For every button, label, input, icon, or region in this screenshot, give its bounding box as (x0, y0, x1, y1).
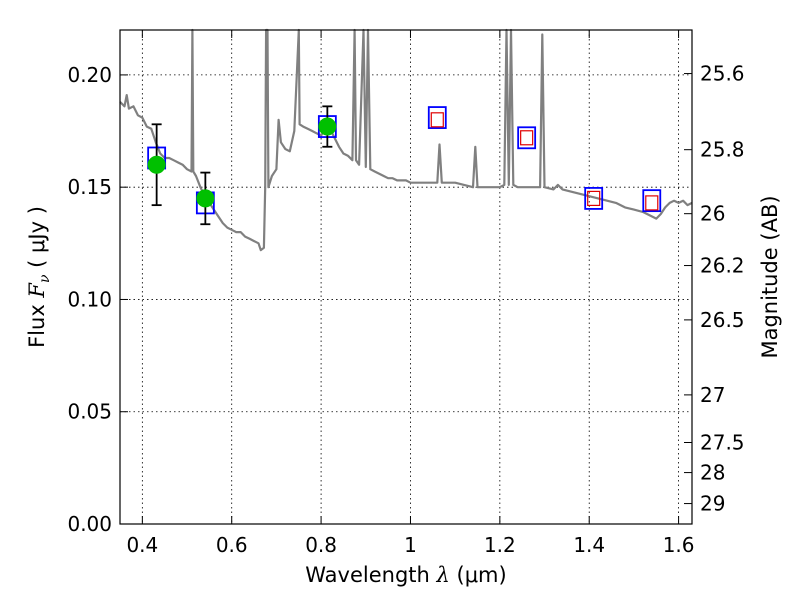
y2-tick-label: 26.5 (700, 308, 745, 332)
y-axis-label: Flux Fν ( μJy ) (25, 206, 53, 348)
predicted-photometry-marker (645, 195, 659, 211)
y-tick-label: 0.10 (67, 287, 112, 311)
model-photometry-marker (427, 106, 447, 129)
plot-frame (119, 29, 693, 525)
x-tick-label: 1.2 (484, 533, 516, 557)
model-photometry-marker (642, 189, 662, 213)
y2-tick-label: 25.8 (700, 138, 745, 162)
y2-tick-label: 27 (700, 383, 725, 407)
y-tick-label: 0.20 (67, 63, 112, 87)
y2-tick-label: 27.5 (700, 430, 745, 454)
x-tick-label: 0.4 (126, 533, 158, 557)
grid-lines (120, 30, 692, 524)
predicted-photometry-marker (520, 130, 534, 146)
predicted-photometry-marker (587, 190, 601, 207)
y-tick-label: 0.00 (67, 512, 112, 536)
y-tick-label: 0.05 (67, 400, 112, 424)
y-tick-label: 0.15 (67, 175, 112, 199)
x-tick-label: 0.8 (305, 533, 337, 557)
y2-tick-label: 29 (700, 492, 725, 516)
axis-ticks: 0.4 0.6 0.8 1 1.2 1.4 1.6 0.00 0.05 0.10 0.15 0.20 2… (67, 30, 745, 557)
y2-axis-label: Magnitude (AB) (758, 195, 782, 358)
observed-point (318, 117, 337, 136)
observed-point (196, 189, 215, 208)
y2-tick-label: 26.2 (700, 254, 745, 278)
data-markers (147, 105, 662, 226)
observed-point (147, 155, 166, 174)
x-tick-label: 1.6 (663, 533, 695, 557)
predicted-photometry-marker (430, 112, 444, 128)
x-tick-label: 1.4 (573, 533, 605, 557)
y2-tick-label: 28 (700, 461, 725, 485)
x-tick-label: 0.6 (216, 533, 248, 557)
y2-tick-label: 25.6 (700, 62, 745, 86)
x-tick-label: 1 (404, 533, 417, 557)
model-photometry-marker (584, 187, 604, 210)
model-photometry-marker (517, 126, 537, 150)
x-axis-label: Wavelength λ (μm) (305, 563, 506, 587)
y2-tick-label: 26 (700, 202, 725, 226)
